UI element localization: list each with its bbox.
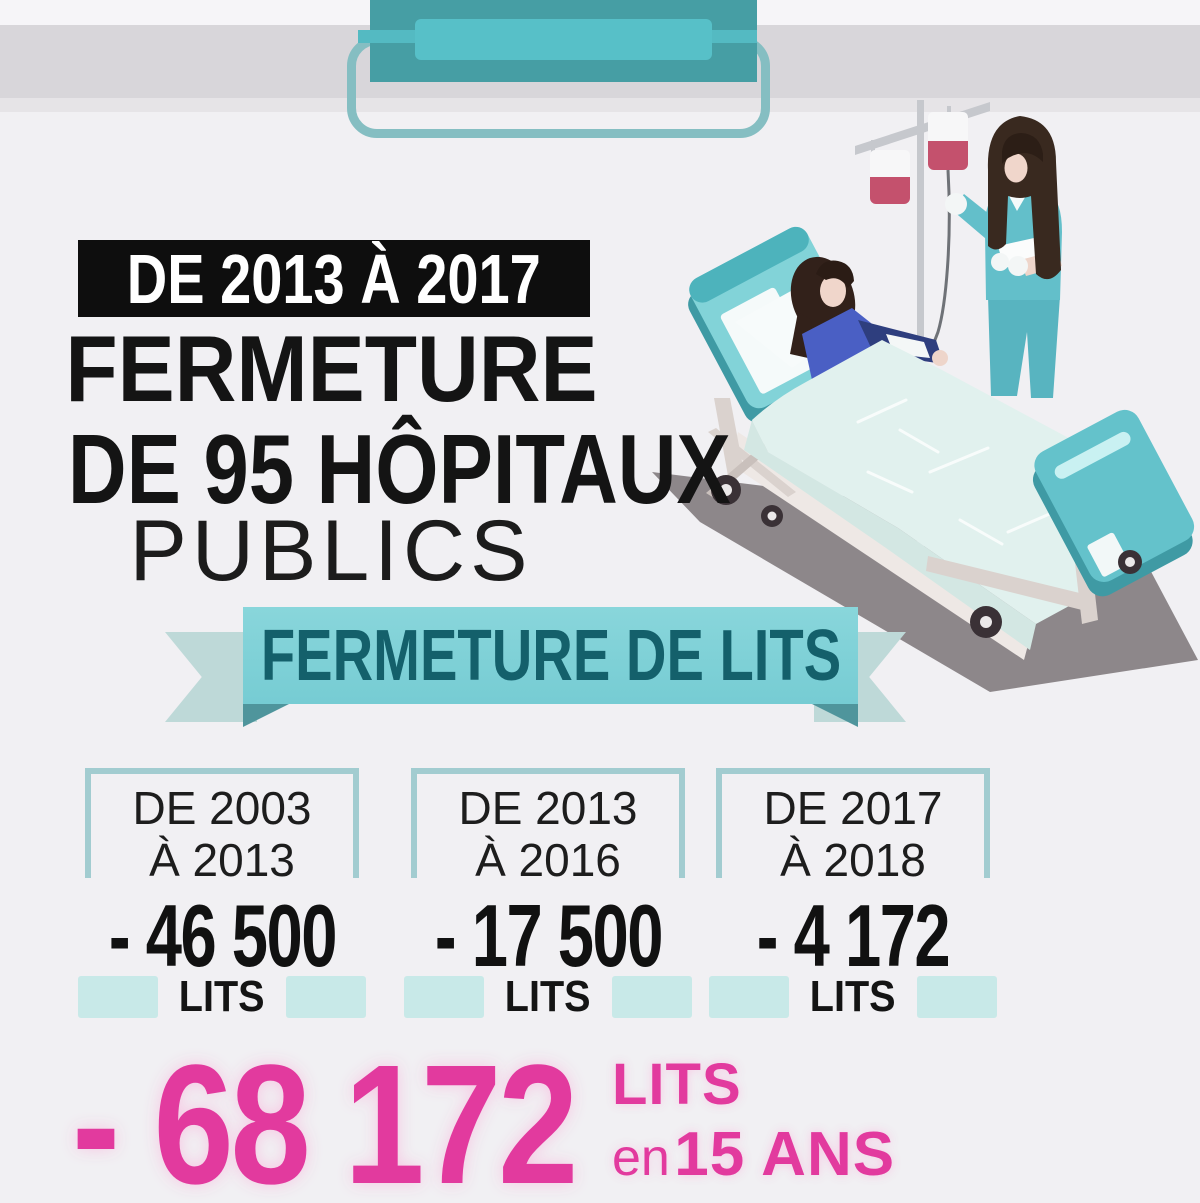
title-line-2: DE 95 HÔPITAUX bbox=[67, 414, 731, 524]
stat-value: - 46 500 bbox=[108, 886, 337, 985]
nurse-figure bbox=[945, 116, 1062, 398]
stat-value: - 17 500 bbox=[434, 886, 663, 985]
stat-period: DE 2013 À 2016 bbox=[458, 782, 638, 886]
stat-unit: LITS bbox=[505, 972, 591, 1021]
hospital-bed-icon bbox=[688, 226, 1195, 660]
total-duration: en 15 ANS bbox=[612, 1124, 895, 1186]
bracket-frame bbox=[716, 768, 990, 878]
unit-bar-icon bbox=[611, 976, 692, 1018]
unit-bar-icon bbox=[709, 976, 790, 1018]
unit-bar-icon bbox=[916, 976, 997, 1018]
bracket-frame bbox=[85, 768, 359, 878]
bracket-frame bbox=[411, 768, 685, 878]
stat-unit-row: LITS bbox=[393, 974, 703, 1020]
stat-unit-row: LITS bbox=[698, 974, 1008, 1020]
total-unit: LITS bbox=[612, 1052, 742, 1117]
footboard bbox=[1032, 409, 1195, 597]
stat-period: DE 2003 À 2013 bbox=[132, 782, 312, 886]
stat-period: DE 2017 À 2018 bbox=[763, 782, 943, 886]
stat-value: - 4 172 bbox=[756, 886, 951, 985]
unit-bar-icon bbox=[285, 976, 366, 1018]
stat-unit: LITS bbox=[810, 972, 896, 1021]
stat-column-2017-2018: DE 2017 À 2018 - 4 172 LITS bbox=[698, 760, 1008, 1030]
period-badge-label: DE 2013 À 2017 bbox=[126, 239, 542, 318]
total-unit-block: LITS en 15 ANS bbox=[612, 1056, 895, 1186]
unit-bar-icon bbox=[78, 976, 159, 1018]
stat-column-2003-2013: DE 2003 À 2013 - 46 500 LITS bbox=[67, 760, 377, 1030]
unit-bar-icon bbox=[404, 976, 485, 1018]
section-banner: FERMETURE DE LITS bbox=[243, 607, 858, 704]
clipboard-clip-bar bbox=[415, 19, 712, 60]
duration-value: 15 ANS bbox=[674, 1120, 896, 1189]
duration-prefix: en bbox=[612, 1129, 670, 1187]
section-banner-label: FERMETURE DE LITS bbox=[260, 615, 841, 696]
blanket-shade bbox=[744, 420, 1036, 650]
stat-unit-row: LITS bbox=[67, 974, 377, 1020]
stat-column-2013-2016: DE 2013 À 2016 - 17 500 LITS bbox=[393, 760, 703, 1030]
period-badge: DE 2013 À 2017 bbox=[78, 239, 590, 318]
title-line-1: FERMETURE bbox=[64, 316, 598, 421]
total-value: - 68 172 bbox=[72, 1030, 578, 1203]
blanket bbox=[752, 340, 1162, 624]
title-line-3: PUBLICS bbox=[129, 503, 533, 599]
blood-bag-icon bbox=[928, 112, 968, 170]
stat-unit: LITS bbox=[179, 972, 265, 1021]
blood-bag-icon bbox=[870, 150, 910, 204]
top-gray-band-soft bbox=[0, 98, 1200, 112]
